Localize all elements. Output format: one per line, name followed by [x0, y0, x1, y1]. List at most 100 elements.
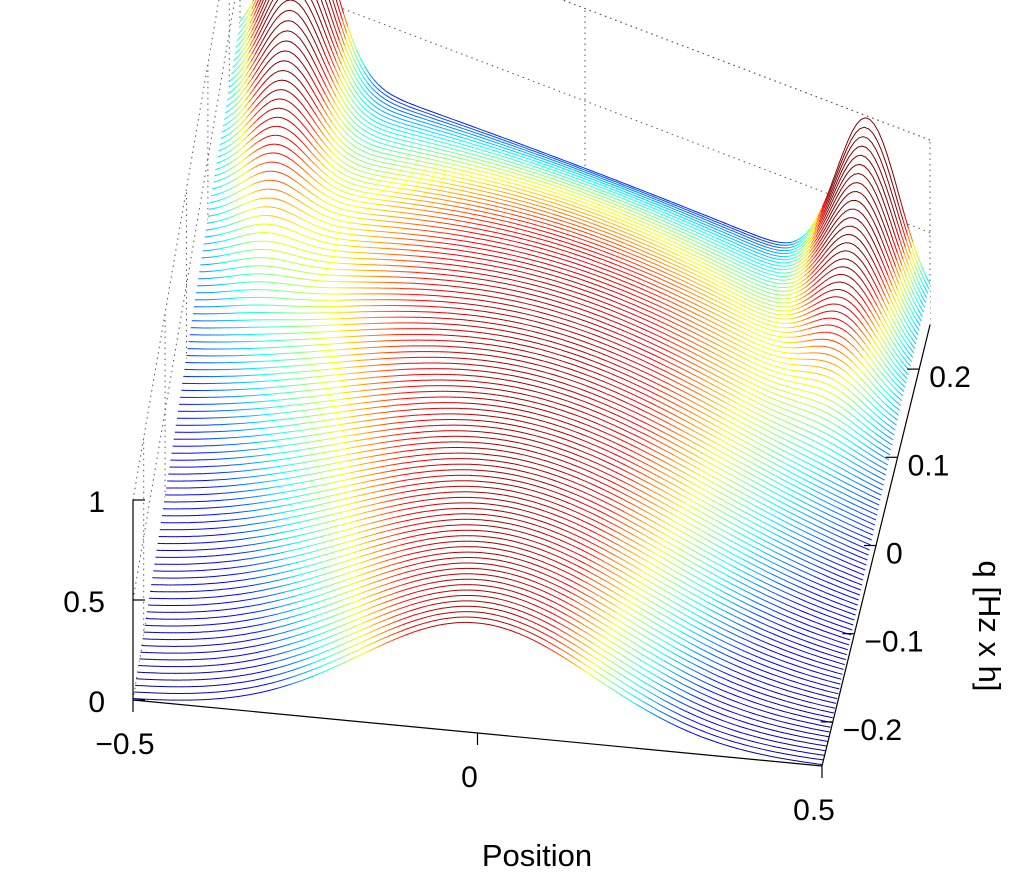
series-curve	[362, 100, 368, 106]
series-curve	[417, 219, 423, 221]
series-curve	[445, 119, 451, 122]
series-curve	[355, 134, 361, 139]
series-curve	[616, 185, 621, 189]
series-curve	[629, 190, 634, 194]
series-curve	[416, 224, 422, 226]
series-curve	[740, 239, 745, 242]
series-curve	[468, 124, 474, 128]
series-curve	[651, 197, 657, 201]
series-curve	[378, 99, 384, 104]
series-curve	[729, 229, 734, 232]
series-curve	[459, 146, 465, 149]
series-curve	[592, 205, 598, 208]
series-curve	[504, 169, 509, 172]
series-curve	[398, 101, 403, 105]
series-curve	[792, 272, 798, 276]
series-curve	[813, 257, 819, 264]
series-curve	[478, 247, 483, 250]
series-curve	[721, 223, 727, 227]
series-curve	[506, 163, 511, 166]
series-curve	[687, 209, 692, 213]
series-curve	[498, 145, 504, 149]
series-curve	[390, 145, 396, 148]
series-curve	[674, 238, 680, 242]
series-curve	[874, 244, 880, 255]
series-curve	[359, 63, 365, 72]
series-curve	[472, 150, 478, 153]
series-curve	[535, 189, 540, 192]
series-curve	[787, 309, 793, 312]
series-curve	[270, 215, 275, 217]
series-curve	[723, 240, 729, 244]
series-curve	[379, 114, 385, 118]
series-curve	[703, 228, 709, 232]
series-curve	[790, 266, 796, 270]
series-curve	[451, 144, 456, 147]
series-curve	[623, 213, 629, 217]
series-curve	[757, 258, 767, 264]
series-curve	[412, 203, 417, 206]
series-curve	[633, 192, 638, 195]
series-curve	[799, 248, 805, 253]
series-curve	[415, 190, 421, 192]
series-curve	[387, 122, 393, 125]
series-curve	[647, 195, 652, 199]
series-curve	[472, 126, 478, 129]
series-curve	[336, 13, 342, 27]
series-curve	[705, 224, 711, 228]
series-curve	[471, 140, 477, 143]
series-curve	[686, 233, 691, 237]
series-curve	[239, 37, 245, 44]
series-curve	[626, 218, 632, 222]
series-curve	[324, 93, 331, 103]
series-curve	[411, 189, 416, 192]
series-curve	[425, 122, 430, 125]
series-curve	[650, 221, 656, 225]
series-curve	[396, 142, 401, 145]
series-curve	[450, 147, 455, 150]
series-curve	[404, 112, 410, 115]
series-curve	[595, 196, 601, 200]
series-curve	[547, 182, 552, 186]
series-curve	[480, 170, 485, 173]
series-curve	[442, 247, 448, 250]
series-curve	[317, 69, 323, 79]
series-curve	[357, 100, 363, 107]
series-curve	[463, 255, 468, 258]
series-curve	[414, 111, 420, 115]
series-curve	[898, 283, 904, 295]
series-curve	[907, 326, 914, 334]
series-curve	[515, 141, 525, 147]
series-curve	[620, 209, 626, 212]
series-curve	[474, 173, 480, 176]
series-curve	[461, 225, 466, 228]
series-curve	[407, 153, 412, 156]
series-curve	[718, 229, 724, 233]
series-curve	[356, 105, 362, 111]
series-curve	[336, 53, 342, 65]
series-curve	[671, 220, 676, 224]
series-curve	[674, 213, 679, 217]
series-curve	[455, 249, 461, 251]
series-curve	[796, 260, 801, 264]
series-curve	[514, 153, 520, 157]
series-curve	[332, 115, 338, 123]
series-curve	[524, 166, 530, 169]
series-curve	[646, 207, 651, 211]
series-curve	[774, 251, 780, 254]
series-curve	[502, 173, 508, 176]
series-curve	[358, 68, 364, 77]
series-curve	[682, 207, 688, 211]
series-curve	[771, 260, 776, 263]
series-curve	[622, 192, 628, 196]
series-curve	[379, 194, 384, 196]
series-curve	[924, 280, 930, 290]
series-curve	[532, 171, 537, 174]
series-curve	[700, 224, 705, 228]
series-curve	[682, 242, 688, 246]
series-curve	[234, 49, 240, 55]
series-curve	[451, 248, 456, 251]
series-curve	[624, 211, 630, 214]
series-curve	[797, 341, 802, 343]
series-curve	[675, 235, 681, 239]
